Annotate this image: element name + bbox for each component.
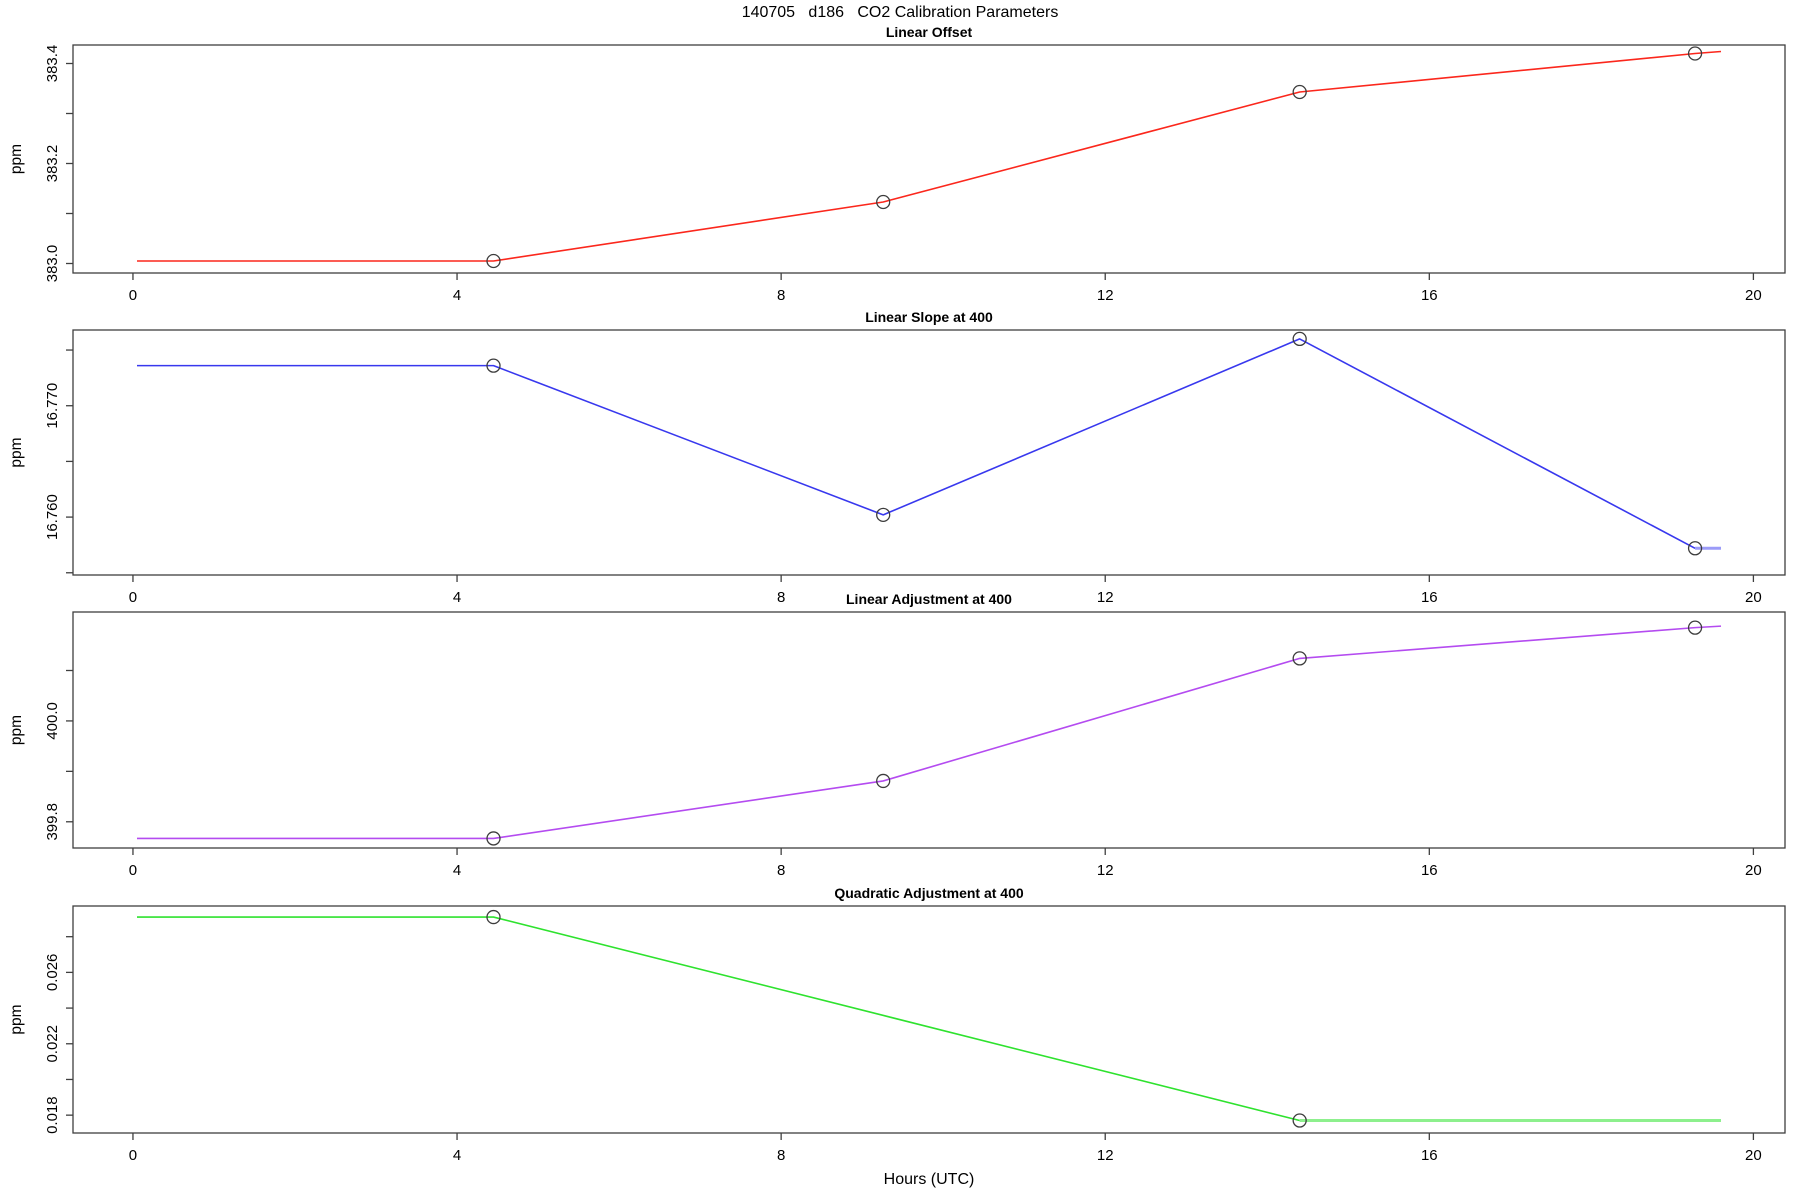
- data-point-marker: [1292, 651, 1307, 666]
- y-tick-label: 383.2: [44, 145, 61, 183]
- panel-title: Linear Adjustment at 400: [846, 591, 1012, 607]
- x-tick-label: 0: [129, 862, 137, 879]
- data-point-marker: [486, 253, 501, 269]
- x-tick-label: 4: [453, 1147, 461, 1164]
- data-point-marker: [1687, 620, 1703, 635]
- panel-linear-offset: 0 4 8 12 16 20 383.0 383.2 383.4 ppm Linear Offset: [8, 24, 1786, 304]
- x-tick-label: 20: [1745, 862, 1762, 879]
- y-tick-label: 400.0: [44, 702, 61, 740]
- x-tick-label: 16: [1421, 862, 1438, 879]
- x-tick-label: 16: [1421, 1147, 1438, 1164]
- x-tick-label: 8: [777, 589, 785, 606]
- panel-title: Quadratic Adjustment at 400: [834, 885, 1024, 901]
- y-tick-label: 0.018: [44, 1096, 61, 1134]
- data-point-marker: [876, 773, 891, 789]
- data-point-marker: [1687, 46, 1703, 61]
- data-point-marker: [486, 831, 501, 846]
- x-tick-label: 16: [1421, 589, 1438, 606]
- data-point-marker: [1292, 331, 1307, 347]
- y-axis-title: ppm: [8, 144, 25, 174]
- figure-title: 140705 d186 CO2 Calibration Parameters: [741, 4, 1059, 21]
- y-axis-title: ppm: [8, 437, 25, 467]
- series-line: [137, 338, 1696, 549]
- x-tick-label: 12: [1097, 1147, 1114, 1164]
- x-tick-label: 8: [777, 862, 785, 879]
- y-tick-label: 16.770: [44, 383, 61, 429]
- panel-title: Linear Offset: [886, 24, 973, 40]
- data-point-marker: [1292, 1113, 1307, 1128]
- panel-title: Linear Slope at 400: [865, 309, 993, 325]
- x-tick-label: 8: [777, 1147, 785, 1164]
- x-tick-label: 20: [1745, 589, 1762, 606]
- data-point-marker: [876, 194, 891, 210]
- x-tick-label: 4: [453, 862, 461, 879]
- y-tick-label: 0.026: [44, 954, 61, 992]
- y-tick-label: 383.4: [44, 45, 61, 83]
- plot-box: [72, 905, 1786, 1134]
- x-tick-label: 12: [1097, 287, 1114, 304]
- data-point-marker: [486, 358, 501, 373]
- x-tick-label: 12: [1097, 589, 1114, 606]
- x-tick-label: 20: [1745, 287, 1762, 304]
- x-tick-label: 8: [777, 287, 785, 304]
- y-tick-label: 399.8: [44, 803, 61, 841]
- x-tick-label: 0: [129, 287, 137, 304]
- y-tick-label: 16.760: [44, 494, 61, 540]
- x-tick-label: 16: [1421, 287, 1438, 304]
- data-point-marker: [876, 507, 891, 523]
- panel-linear-adjustment-at-400: 0 4 8 12 16 20 399.8 400.0 ppm Linear Adjustment …: [8, 591, 1786, 879]
- x-tick-label: 12: [1097, 862, 1114, 879]
- plot-box: [72, 611, 1786, 849]
- x-axis-title: Hours (UTC): [883, 1171, 975, 1188]
- y-axis-title: ppm: [8, 1004, 25, 1034]
- data-point-marker: [1292, 84, 1307, 100]
- y-axis-title: ppm: [8, 715, 25, 745]
- y-tick-label: 383.0: [44, 245, 61, 283]
- data-point-marker: [1687, 541, 1703, 556]
- series-line: [137, 625, 1722, 840]
- x-tick-label: 20: [1745, 1147, 1762, 1164]
- panel-quadratic-adjustment-at-400: 0 4 8 12 16 20 0.018 0.022 0.026 ppm Quadratic Adj…: [8, 885, 1786, 1164]
- data-point-marker: [486, 909, 501, 925]
- plot-box: [72, 329, 1786, 576]
- plot-box: [72, 44, 1786, 274]
- x-tick-label: 4: [453, 287, 461, 304]
- series-line: [137, 916, 1300, 1122]
- x-tick-label: 0: [129, 1147, 137, 1164]
- series-line: [137, 50, 1722, 262]
- x-tick-label: 0: [129, 589, 137, 606]
- panel-linear-slope-at-400: 0 4 8 12 16 20 16.760 16.770 ppm Linear Slope at …: [8, 309, 1786, 606]
- x-tick-label: 4: [453, 589, 461, 606]
- y-tick-label: 0.022: [44, 1025, 61, 1063]
